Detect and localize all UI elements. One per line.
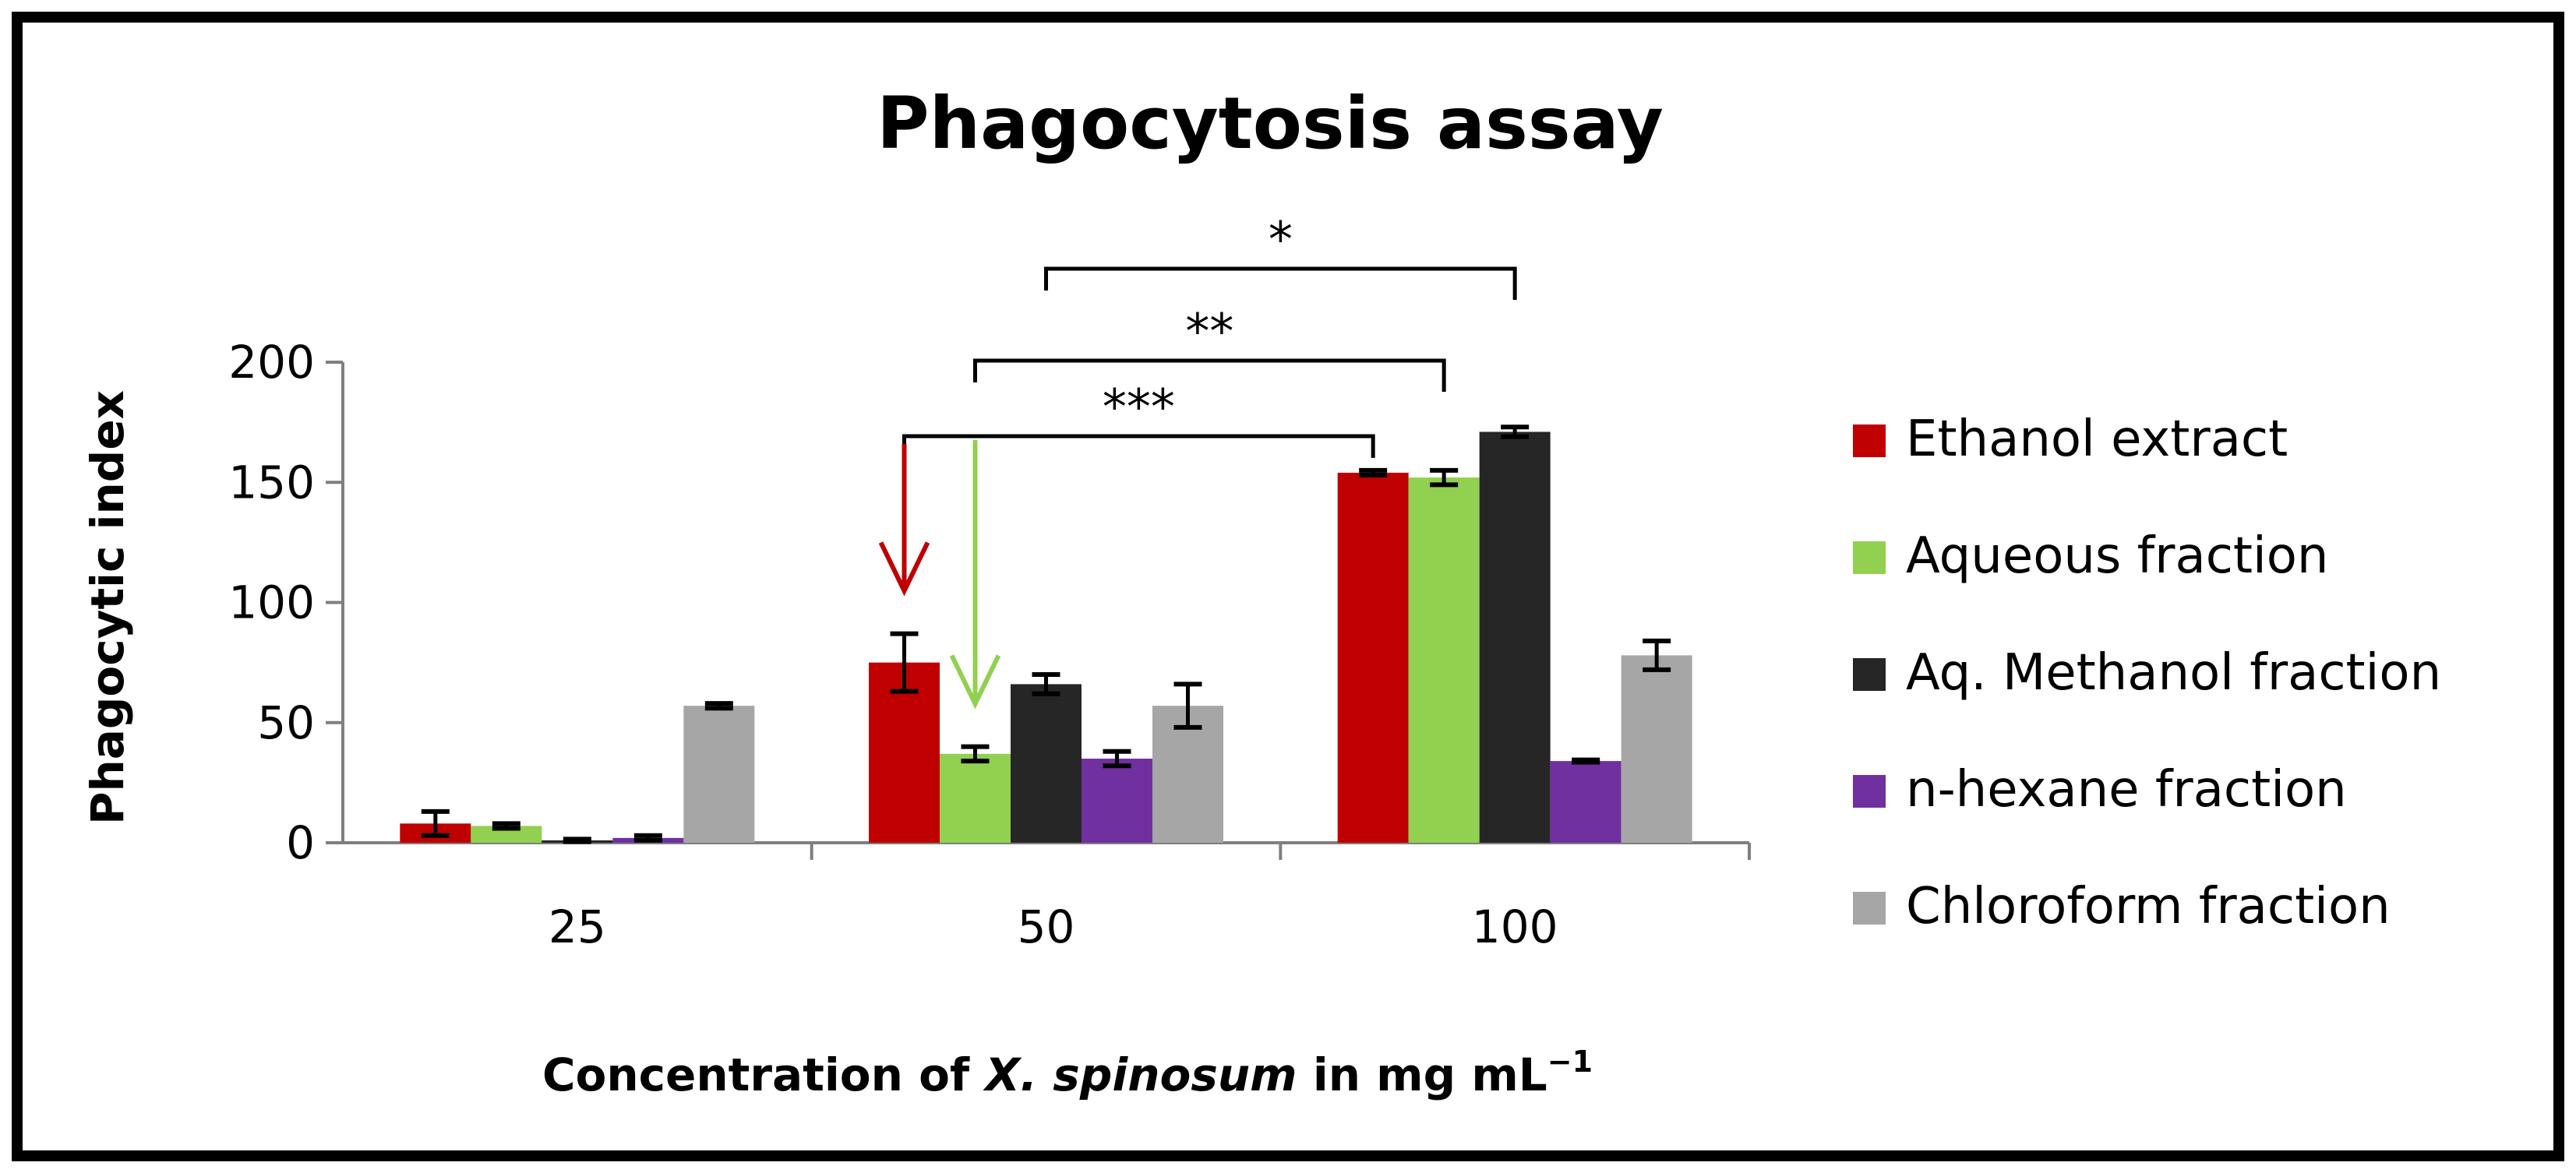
bar	[683, 706, 755, 843]
annotation-arrow-head	[878, 541, 930, 597]
y-tick-label: 150	[228, 456, 315, 509]
legend-swatch	[1853, 541, 1886, 574]
significance-brackets: ******	[902, 211, 1517, 458]
annotation-arrow	[949, 440, 1001, 710]
bar	[1082, 759, 1152, 843]
legend-item: Aq. Methanol fraction	[1853, 644, 2441, 702]
error-bar	[421, 808, 450, 838]
bar	[1550, 761, 1621, 843]
error-bar	[1430, 467, 1459, 488]
y-axis: 0 50 100 150 200	[228, 336, 344, 869]
error-bar	[1032, 672, 1060, 696]
legend-label: Aqueous fraction	[1906, 527, 2328, 585]
annotation-arrow-head	[949, 654, 1001, 710]
significance-bracket-line	[973, 358, 1446, 392]
legend-swatch	[1853, 775, 1886, 808]
y-tick-label: 200	[228, 336, 315, 389]
legend-swatch	[1853, 658, 1886, 691]
legend: Ethanol extract Aqueous fraction Aq. Metha…	[1853, 410, 2441, 935]
legend-item: Chloroform fraction	[1853, 878, 2391, 935]
x-axis-label-suffix: in mg mL	[1297, 1048, 1547, 1101]
legend-label: Ethanol extract	[1906, 410, 2288, 468]
error-bar	[563, 837, 591, 844]
error-bar	[1501, 424, 1530, 439]
legend-label: n-hexane fraction	[1906, 761, 2347, 819]
error-bar	[704, 701, 733, 711]
chart-frame	[12, 12, 2564, 1161]
significance-bracket: **	[973, 303, 1446, 392]
x-axis-label-superscript: −1	[1547, 1044, 1593, 1079]
bar	[940, 753, 1011, 843]
bars	[400, 432, 1692, 843]
significance-label: **	[1185, 303, 1233, 360]
y-axis-label: Phagocytic index	[81, 390, 134, 825]
y-tick-label: 50	[257, 696, 315, 749]
error-bar	[633, 833, 662, 843]
significance-label: ***	[1103, 379, 1175, 435]
chart-title: Phagocytosis assay	[877, 82, 1664, 165]
significance-label: *	[1269, 211, 1293, 268]
legend-item: n-hexane fraction	[1853, 761, 2347, 819]
legend-label: Chloroform fraction	[1906, 878, 2391, 935]
y-tick-label: 0	[286, 816, 315, 869]
error-bar	[1173, 682, 1202, 730]
x-axis-label: Concentration of X. spinosum in mg mL−1	[542, 1044, 1593, 1101]
x-axis-label-species: X. spinosum	[983, 1048, 1297, 1101]
y-tick-label: 100	[228, 576, 315, 629]
legend-swatch	[1853, 892, 1886, 925]
error-bar	[492, 821, 520, 831]
annotation-arrow	[878, 444, 930, 597]
error-bar	[1572, 757, 1600, 765]
bar	[1621, 655, 1692, 843]
legend-swatch	[1853, 424, 1886, 457]
annotation-arrows	[878, 440, 1001, 710]
error-bar	[1643, 638, 1671, 672]
bar	[1011, 684, 1082, 843]
bar	[1337, 472, 1409, 843]
legend-item: Aqueous fraction	[1853, 527, 2328, 585]
x-tick-label: 25	[549, 900, 606, 953]
error-bar	[1103, 749, 1131, 769]
x-tick-label: 100	[1472, 900, 1558, 953]
significance-bracket: *	[1044, 211, 1517, 300]
legend-item: Ethanol extract	[1853, 410, 2288, 468]
x-tick-label: 50	[1018, 900, 1075, 953]
significance-bracket-line	[1044, 266, 1517, 300]
bar	[471, 826, 542, 843]
error-bar	[1359, 467, 1388, 477]
error-bars	[421, 424, 1671, 844]
bar	[1479, 432, 1551, 843]
x-axis-label-prefix: Concentration of	[542, 1048, 985, 1101]
error-bar	[890, 631, 919, 694]
error-bar	[961, 744, 990, 764]
legend-label: Aq. Methanol fraction	[1906, 644, 2441, 702]
bar	[1408, 477, 1480, 843]
